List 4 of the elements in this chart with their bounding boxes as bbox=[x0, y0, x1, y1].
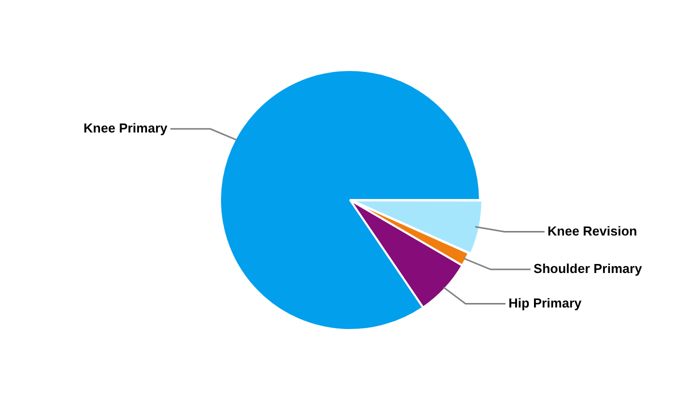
slice-label: Shoulder Primary bbox=[534, 261, 643, 276]
slice-label: Hip Primary bbox=[508, 295, 582, 310]
slice-label: Knee Revision bbox=[548, 223, 638, 238]
slice-label: Knee Primary bbox=[84, 120, 168, 136]
